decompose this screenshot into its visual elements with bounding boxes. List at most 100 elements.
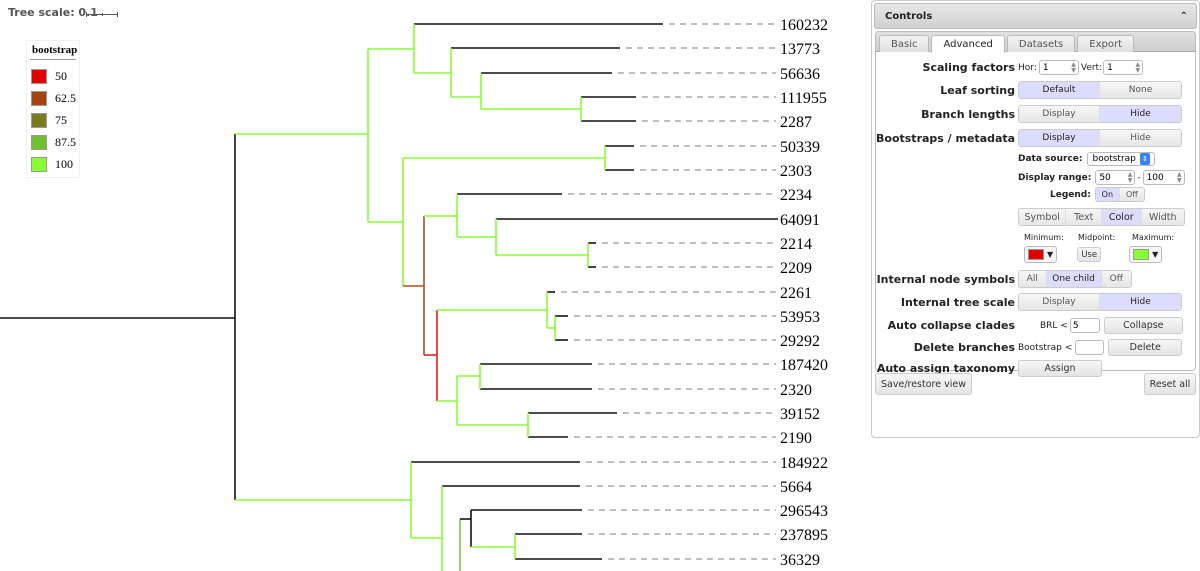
legend-item: 50 bbox=[30, 65, 76, 87]
leaf-label[interactable]: 296543 bbox=[780, 503, 828, 520]
branch-lengths-display-button[interactable]: Display bbox=[1019, 106, 1100, 122]
legend-item: 87.5 bbox=[30, 131, 76, 153]
leaf-label[interactable]: 160232 bbox=[780, 17, 828, 34]
leaf-label[interactable]: 13773 bbox=[780, 41, 820, 58]
legend-swatch-icon bbox=[31, 68, 47, 84]
midpoint-use-button[interactable]: Use bbox=[1077, 247, 1102, 262]
tab-export[interactable]: Export bbox=[1077, 35, 1134, 52]
brl-input[interactable]: 5 bbox=[1069, 318, 1100, 333]
bootstraps-hide-button[interactable]: Hide bbox=[1100, 130, 1181, 146]
legend-toggle-row: Legend: On Off bbox=[876, 187, 1195, 202]
controls-panel: Controls ⌃ Basic Advanced Datasets Expor… bbox=[871, 0, 1200, 438]
leaf-label[interactable]: 53953 bbox=[780, 309, 820, 326]
leaf-label[interactable]: 2234 bbox=[780, 187, 812, 204]
leaf-label[interactable]: 29292 bbox=[780, 333, 820, 350]
scaling-factors-label: Scaling factors bbox=[922, 61, 1015, 74]
style-mode-toggle: Symbol Text Color Width bbox=[1018, 208, 1185, 226]
delete-button[interactable]: Delete bbox=[1108, 339, 1183, 356]
leaf-label[interactable]: 187420 bbox=[780, 357, 828, 374]
symbols-off-button[interactable]: Off bbox=[1101, 271, 1131, 287]
leaf-label[interactable]: 2214 bbox=[780, 236, 812, 253]
leaf-label[interactable]: 50339 bbox=[780, 139, 820, 156]
branch-lengths-hide-button[interactable]: Hide bbox=[1100, 106, 1181, 122]
leaf-label[interactable]: 2261 bbox=[780, 285, 812, 302]
data-source-select[interactable]: bootstrap ⇕ bbox=[1087, 152, 1155, 166]
controls-header[interactable]: Controls ⌃ bbox=[874, 3, 1197, 29]
symbols-all-button[interactable]: All bbox=[1019, 271, 1047, 287]
max-color-picker[interactable]: ▼ bbox=[1129, 246, 1163, 263]
spinner-icon[interactable]: ▲ ▼ bbox=[1071, 61, 1076, 74]
spinner-icon[interactable]: ▲ ▼ bbox=[1135, 61, 1141, 74]
leaf-label[interactable]: 56636 bbox=[780, 66, 820, 83]
leaf-label[interactable]: 39152 bbox=[780, 406, 820, 423]
tab-advanced[interactable]: Advanced bbox=[931, 35, 1005, 53]
minimum-label: Minimum: bbox=[1024, 233, 1064, 242]
branch-lengths-toggle: Display Hide bbox=[1018, 105, 1182, 123]
range-max-input[interactable]: 100 ▲ ▼ bbox=[1142, 170, 1185, 185]
auto-taxonomy-row: Auto assign taxonomy Assign bbox=[876, 360, 1195, 377]
leaf-label[interactable]: 2209 bbox=[780, 260, 812, 277]
tab-bar: Basic Advanced Datasets Export bbox=[876, 32, 1195, 53]
phylogenetic-tree[interactable]: 160232 13773 56636 111955 2287 50339 2303 2234 6… bbox=[0, 0, 870, 571]
delete-branches-row: Delete branches Bootstrap < Delete bbox=[876, 339, 1195, 356]
tree-canvas[interactable]: 160232 13773 56636 111955 2287 50339 2303 2234 6… bbox=[0, 0, 870, 571]
auto-taxonomy-label: Auto assign taxonomy bbox=[876, 362, 1015, 375]
internal-scale-display-button[interactable]: Display bbox=[1019, 294, 1100, 310]
style-mode-row: Symbol Text Color Width bbox=[876, 208, 1195, 226]
spinner-icon[interactable]: ▲ ▼ bbox=[1127, 171, 1133, 184]
style-symbol-button[interactable]: Symbol bbox=[1019, 209, 1067, 225]
legend-swatch-icon bbox=[31, 156, 47, 172]
tab-basic[interactable]: Basic bbox=[879, 35, 930, 52]
style-color-button[interactable]: Color bbox=[1102, 209, 1142, 225]
leaf-label[interactable]: 184922 bbox=[780, 455, 828, 472]
scaling-factors-row: Scaling factors Hor: 1 ▲ ▼ Vert: 1 ▲ ▼ bbox=[876, 60, 1195, 75]
bootstrap-threshold-input[interactable] bbox=[1075, 340, 1105, 355]
legend-toggle-label: Legend: bbox=[1050, 189, 1091, 200]
leaf-label[interactable]: 2287 bbox=[780, 114, 812, 131]
branch-lengths-row: Branch lengths Display Hide bbox=[876, 105, 1195, 123]
chevron-up-icon[interactable]: ⌃ bbox=[1179, 10, 1188, 22]
leaf-label[interactable]: 2320 bbox=[780, 382, 812, 399]
leaf-label[interactable]: 237895 bbox=[780, 527, 828, 544]
tab-datasets[interactable]: Datasets bbox=[1006, 35, 1076, 52]
hor-scaling-input[interactable]: 1 ▲ ▼ bbox=[1038, 60, 1079, 75]
leaf-label[interactable]: 64091 bbox=[780, 212, 820, 229]
save-restore-view-button[interactable]: Save/restore view bbox=[875, 373, 972, 395]
internal-symbols-toggle: All One child Off bbox=[1018, 270, 1132, 288]
leaf-sorting-default-button[interactable]: Default bbox=[1019, 82, 1100, 98]
bootstraps-display-button[interactable]: Display bbox=[1019, 130, 1100, 146]
leaf-label[interactable]: 5664 bbox=[780, 479, 812, 496]
brl-label: BRL < bbox=[1040, 320, 1068, 331]
leaf-label[interactable]: 111955 bbox=[780, 90, 827, 107]
assign-button[interactable]: Assign bbox=[1018, 360, 1102, 377]
tree-scale-label: Tree scale: 0.1 bbox=[8, 6, 98, 19]
reset-all-button[interactable]: Reset all bbox=[1144, 373, 1196, 395]
symbols-one-child-button[interactable]: One child bbox=[1046, 271, 1102, 287]
range-min-input[interactable]: 50 ▲ ▼ bbox=[1095, 170, 1136, 185]
min-color-picker[interactable]: ▼ bbox=[1024, 246, 1058, 263]
maximum-label: Maximum: bbox=[1132, 233, 1175, 242]
internal-scale-label: Internal tree scale bbox=[900, 295, 1015, 309]
data-source-label: Data source: bbox=[1018, 154, 1083, 164]
leaf-label[interactable]: 36329 bbox=[780, 552, 820, 569]
internal-symbols-row: Internal node symbols All One child Off bbox=[876, 270, 1195, 288]
internal-scale-row: Internal tree scale Display Hide bbox=[876, 293, 1195, 311]
leaf-sorting-none-button[interactable]: None bbox=[1100, 82, 1181, 98]
style-text-button[interactable]: Text bbox=[1066, 209, 1102, 225]
spinner-icon[interactable]: ▲ ▼ bbox=[1176, 171, 1182, 184]
scale-bar-icon bbox=[86, 12, 118, 17]
legend-on-button[interactable]: On bbox=[1095, 188, 1120, 201]
style-width-button[interactable]: Width bbox=[1141, 209, 1184, 225]
legend-swatch-icon bbox=[31, 134, 47, 150]
vert-scaling-input[interactable]: 1 ▲ ▼ bbox=[1103, 60, 1144, 75]
internal-scale-hide-button[interactable]: Hide bbox=[1100, 294, 1181, 310]
leaf-label[interactable]: 2303 bbox=[780, 163, 812, 180]
collapse-button[interactable]: Collapse bbox=[1103, 317, 1183, 334]
legend-off-button[interactable]: Off bbox=[1119, 188, 1144, 201]
leaf-label[interactable]: 2190 bbox=[780, 430, 812, 447]
max-color-swatch bbox=[1133, 249, 1150, 260]
color-range-controls: ▼ Use ▼ bbox=[876, 246, 1195, 263]
internal-symbols-label: Internal node symbols bbox=[876, 272, 1015, 286]
bootstrap-legend[interactable]: bootstrap 50 62.5 75 87.5 100 bbox=[26, 40, 80, 178]
delete-branches-label: Delete branches bbox=[913, 341, 1015, 354]
